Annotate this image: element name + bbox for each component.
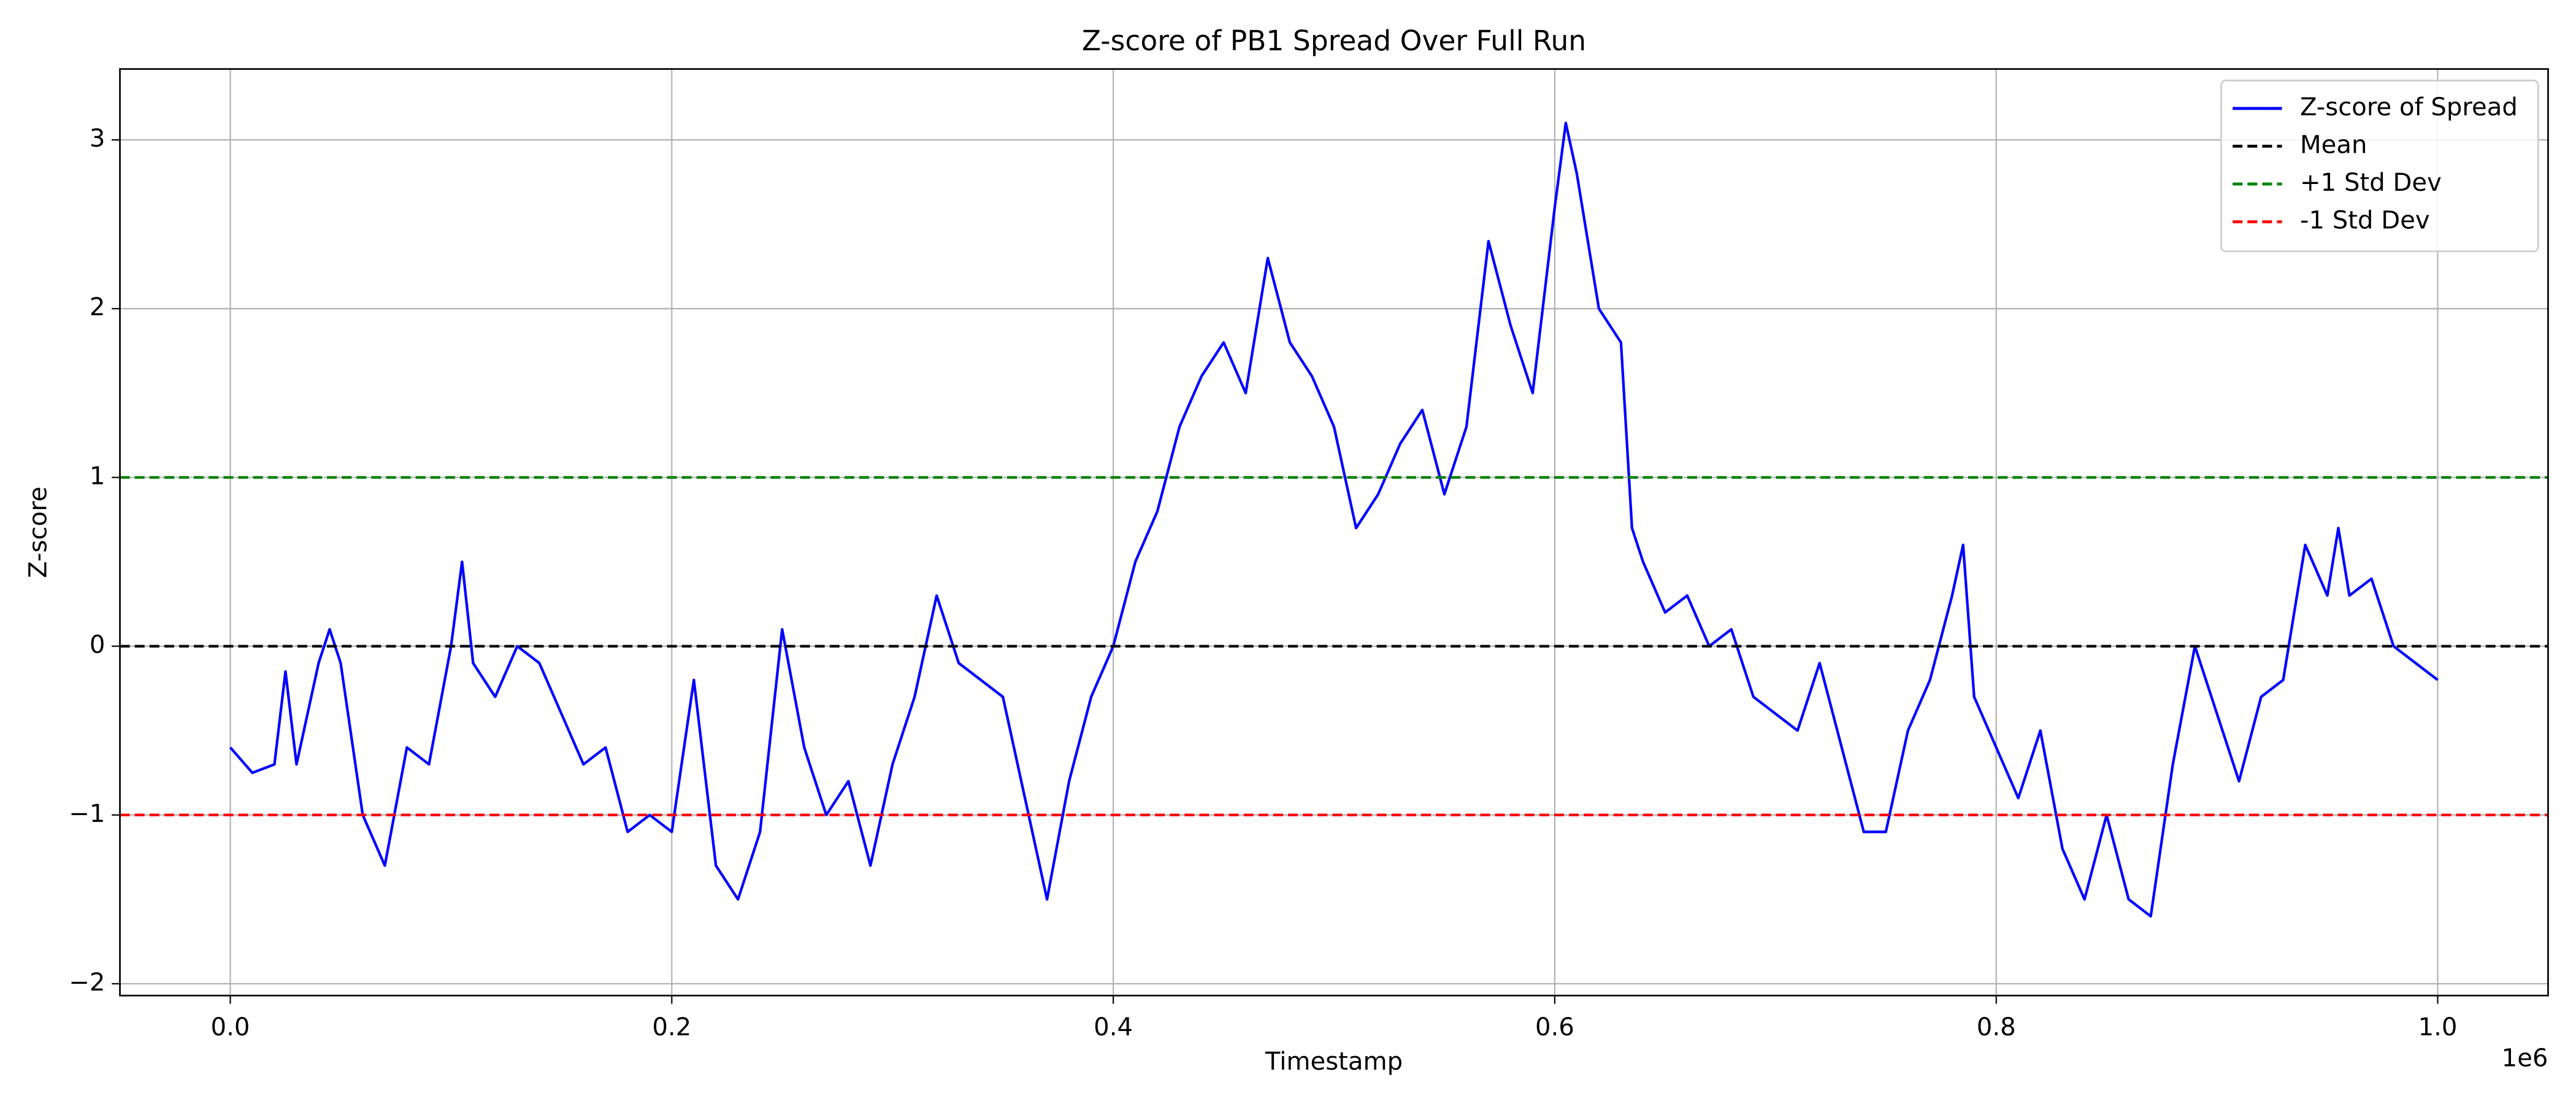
legend-box <box>2220 79 2539 253</box>
x-offset-label: 1e6 <box>2502 1045 2548 1073</box>
y-tick-label: 2 <box>90 293 105 321</box>
y-tick-label: −1 <box>69 800 105 828</box>
legend: Z-score of Spread Mean +1 Std Dev -1 Std De… <box>2220 79 2539 253</box>
x-tick-label: 0.2 <box>652 1013 691 1041</box>
chart-title: Z-score of PB1 Spread Over Full Run <box>1082 25 1586 57</box>
legend-label: Z-score of Spread <box>2300 93 2518 121</box>
y-tick-label: 0 <box>90 631 105 659</box>
y-tick-label: 1 <box>90 462 105 490</box>
plot-frame <box>119 68 2549 997</box>
y-axis-label: Z-score <box>24 486 52 578</box>
data-line <box>229 121 2439 918</box>
x-tick-label: 1.0 <box>2418 1013 2458 1041</box>
y-tick-label: 3 <box>90 125 105 153</box>
legend-label: Mean <box>2300 131 2367 159</box>
x-tick-label: 0.8 <box>1977 1013 2016 1041</box>
x-tick-label: 0.4 <box>1094 1013 1133 1041</box>
legend-label: -1 Std Dev <box>2300 207 2430 235</box>
legend-label: +1 Std Dev <box>2300 169 2442 197</box>
x-tick-label: 0.6 <box>1535 1013 1574 1041</box>
x-tick-label: 0.0 <box>211 1013 250 1041</box>
x-axis-label: Timestamp <box>1265 1048 1403 1076</box>
y-tick-label: −2 <box>69 968 105 997</box>
